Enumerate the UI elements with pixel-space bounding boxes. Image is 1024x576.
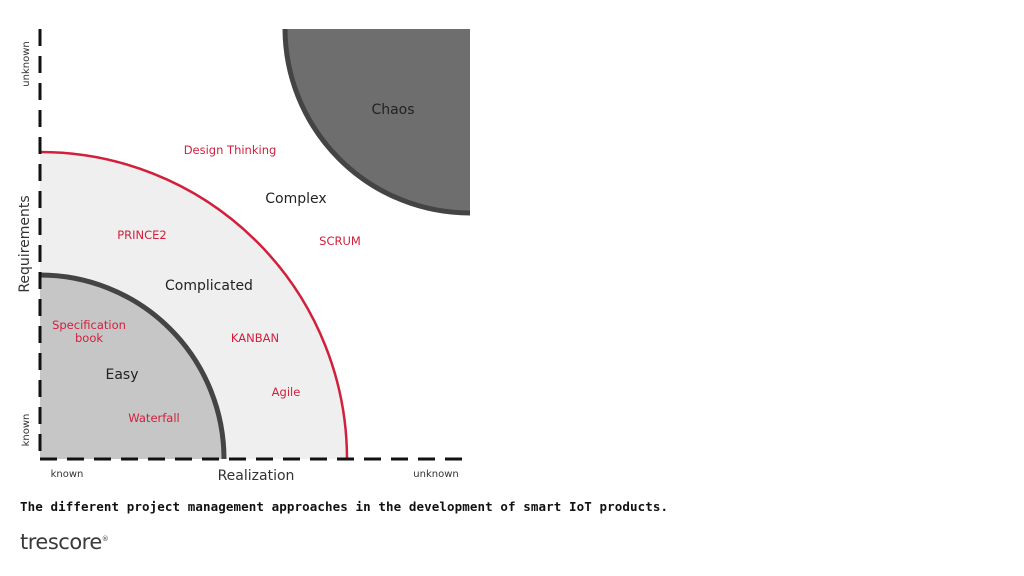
trescore-logo: trescore® [20,530,109,554]
prince2-label: PRINCE2 [117,228,167,242]
chaos-boundary-arc [282,28,471,216]
chaos-label: Chaos [371,102,414,118]
y-axis-title: Requirements [17,195,33,292]
design-thinking-label: Design Thinking [184,143,277,157]
registered-mark: ® [101,535,109,543]
scrum-label: SCRUM [319,234,361,248]
waterfall-label: Waterfall [128,411,179,425]
figure-caption: The different project management approac… [20,499,669,514]
complex-label: Complex [265,191,326,207]
easy-region [40,275,224,459]
x-axis-high-label: unknown [413,469,458,480]
kanban-label: KANBAN [231,331,279,345]
complicated-boundary-arc [39,150,349,460]
y-axis-low-label: known [21,414,32,447]
agile-label: Agile [272,385,301,399]
specification-label-line2: book [75,331,103,345]
easy-boundary-arc [39,272,227,460]
chaos-region [285,29,470,213]
specification-label-line1: Specification [52,318,126,332]
easy-label: Easy [105,367,138,383]
y-axis-high-label: unknown [21,41,32,86]
logo-text: trescore [20,530,102,554]
complicated-label: Complicated [165,278,253,294]
x-axis-title: Realization [218,468,295,484]
x-axis-low-label: known [51,469,84,480]
